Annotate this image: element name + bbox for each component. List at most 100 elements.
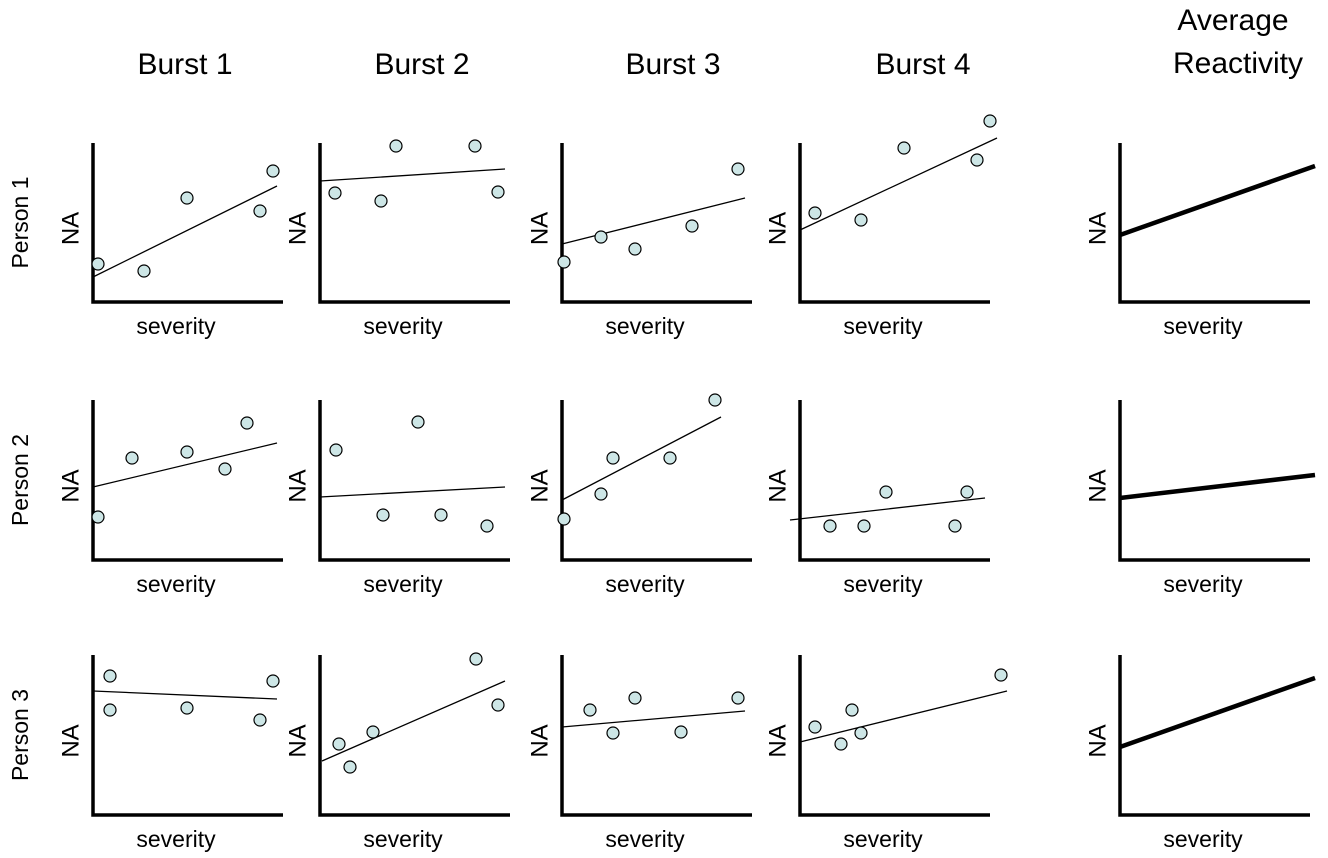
point: [854, 726, 868, 740]
axes: [91, 655, 283, 817]
y-axis-label: NA: [1084, 469, 1111, 502]
x-axis-label: severity: [136, 571, 216, 597]
x-axis-label: severity: [843, 571, 923, 597]
point: [343, 760, 357, 774]
x-axis-label: severity: [1163, 571, 1243, 597]
fit-line: [799, 137, 998, 231]
column-title: Burst 2: [374, 48, 469, 81]
fit-line: [561, 710, 746, 728]
point: [376, 508, 390, 522]
point: [583, 703, 597, 717]
point: [180, 701, 194, 715]
y-axis-label: NA: [284, 724, 311, 757]
fit-line: [799, 690, 1008, 743]
point: [366, 725, 380, 739]
column-title: Reactivity: [1173, 47, 1303, 80]
fit-line: [319, 168, 506, 182]
point: [374, 194, 388, 208]
x-axis-label: severity: [363, 313, 443, 339]
y-axis-label: NA: [764, 469, 791, 502]
point: [332, 737, 346, 751]
y-axis-label: NA: [1084, 724, 1111, 757]
axes: [91, 400, 283, 562]
fit-line: [789, 497, 986, 521]
average-line: [1119, 472, 1316, 501]
axes: [798, 400, 990, 562]
axes: [1118, 400, 1310, 562]
x-axis-label: severity: [1163, 313, 1243, 339]
y-axis-label: NA: [57, 724, 84, 757]
point: [685, 219, 699, 233]
point: [480, 519, 494, 533]
point: [731, 691, 745, 705]
point: [411, 415, 425, 429]
fit-line: [92, 442, 278, 488]
fit-line: [561, 197, 746, 245]
point: [606, 451, 620, 465]
axes: [91, 143, 283, 304]
point: [389, 139, 403, 153]
point: [103, 703, 117, 717]
row-label: Person 1: [7, 176, 33, 268]
point: [266, 674, 280, 688]
x-axis-label: severity: [363, 826, 443, 852]
point: [557, 512, 571, 526]
x-axis-label: severity: [605, 313, 685, 339]
point: [180, 445, 194, 459]
y-axis-label: NA: [764, 724, 791, 757]
axes: [318, 655, 510, 817]
point: [808, 720, 822, 734]
point: [125, 451, 139, 465]
row-label: Person 2: [7, 434, 33, 526]
axes: [1118, 143, 1310, 304]
fit-line: [92, 185, 278, 278]
point: [491, 185, 505, 199]
point: [970, 153, 984, 167]
point: [857, 519, 871, 533]
point: [434, 508, 448, 522]
fit-line: [561, 416, 722, 501]
point: [180, 191, 194, 205]
point: [557, 255, 571, 269]
y-axis-label: NA: [526, 724, 553, 757]
x-axis-label: severity: [605, 826, 685, 852]
axes: [318, 143, 510, 304]
point: [218, 462, 232, 476]
axes: [318, 400, 510, 562]
axes: [798, 143, 990, 304]
point: [253, 204, 267, 218]
x-axis-label: severity: [843, 826, 923, 852]
point: [103, 669, 117, 683]
point: [240, 416, 254, 430]
point: [879, 485, 893, 499]
point: [808, 206, 822, 220]
y-axis-label: NA: [284, 469, 311, 502]
point: [606, 726, 620, 740]
fit-line: [321, 680, 506, 762]
point: [328, 186, 342, 200]
point: [137, 264, 151, 278]
point: [594, 230, 608, 244]
axes: [560, 655, 752, 817]
x-axis-label: severity: [605, 571, 685, 597]
point: [708, 393, 722, 407]
point: [266, 164, 280, 178]
point: [674, 725, 688, 739]
point: [91, 257, 105, 271]
y-axis-label: NA: [764, 212, 791, 245]
x-axis-label: severity: [136, 826, 216, 852]
axes: [798, 655, 990, 817]
column-title: Burst 4: [875, 48, 970, 81]
y-axis-label: NA: [526, 469, 553, 502]
column-title: Average: [1177, 4, 1288, 37]
y-axis-label: NA: [1084, 212, 1111, 245]
x-axis-label: severity: [363, 571, 443, 597]
point: [823, 519, 837, 533]
column-title: Burst 1: [137, 48, 232, 81]
point: [960, 485, 974, 499]
point: [469, 652, 483, 666]
point: [994, 668, 1008, 682]
x-axis-label: severity: [136, 313, 216, 339]
point: [253, 713, 267, 727]
